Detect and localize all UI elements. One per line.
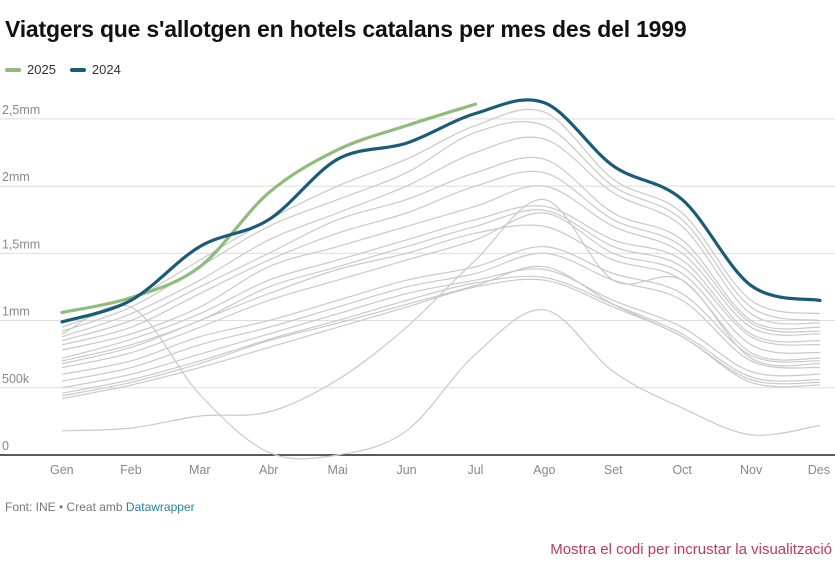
legend-item-2025[interactable]: 2025 (5, 62, 56, 77)
x-tick-label: Mai (328, 463, 348, 477)
x-tick-label: Oct (672, 463, 692, 477)
legend-label-2025: 2025 (27, 62, 56, 77)
x-tick-label: Abr (259, 463, 278, 477)
series-line-historic-7 (61, 205, 821, 359)
x-tick-label: Gen (50, 463, 74, 477)
series-line-historic-4 (61, 245, 821, 375)
source-text: Font: INE • Creat amb (5, 500, 123, 514)
y-tick-label: 2mm (2, 170, 30, 184)
legend-swatch-2024 (69, 67, 86, 72)
embed-code-link[interactable]: Mostra el codi per incrustar la visualit… (550, 541, 832, 558)
y-tick-label: 500k (2, 372, 30, 386)
series-line-historic-9 (61, 170, 821, 346)
series-line-historic-8 (61, 185, 821, 351)
x-tick-label: Feb (120, 463, 142, 477)
series-line-historic-13 (61, 108, 821, 328)
chart-title: Viatgers que s'allotgen en hotels catala… (5, 16, 687, 42)
y-tick-label: 1mm (2, 305, 30, 319)
series-line-historic-2 (61, 268, 821, 389)
datawrapper-link[interactable]: Datawrapper (125, 500, 195, 514)
series-line-2025 (60, 102, 478, 315)
y-tick-label: 2,5mm (2, 103, 40, 117)
series-line-historic-11 (61, 136, 821, 338)
x-tick-label: Jun (396, 463, 416, 477)
legend-swatch-2025 (5, 67, 21, 72)
series-line-historic-10 (61, 156, 821, 342)
series-line-2024 (60, 98, 822, 324)
series-line-historic-16 (61, 198, 821, 432)
line-chart: 0 500k 1mm 1,5mm 2mm 2,5mm Gen Feb Mar Abr Mai Jun J… (0, 98, 835, 477)
legend-item-2024[interactable]: 2024 (69, 62, 121, 77)
x-tick-label: Nov (740, 463, 763, 477)
x-tick-label: Mar (189, 463, 211, 477)
series-line-historic-17 (61, 304, 821, 460)
legend-label-2024: 2024 (91, 62, 121, 77)
series-line-historic-15 (61, 265, 821, 397)
y-tick-label: 0 (2, 439, 9, 453)
legend: 2025 2024 (5, 62, 121, 77)
y-tick-label: 1,5mm (2, 237, 40, 251)
footer: Font: INE • Creat amb Datawrapper (5, 500, 195, 514)
x-tick-label: Jul (467, 463, 483, 477)
series-line-historic-5 (61, 212, 821, 369)
x-tick-label: Set (604, 463, 623, 477)
x-tick-label: Ago (533, 463, 555, 477)
series-line-historic-3 (61, 252, 821, 382)
x-tick-label: Des (808, 463, 830, 477)
